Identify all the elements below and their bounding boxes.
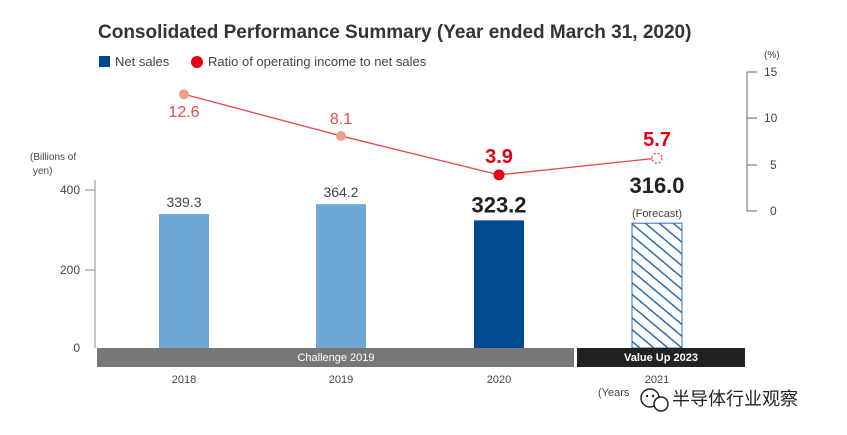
ratio-value-label-2020: 3.9	[485, 146, 513, 168]
legend-swatch-ratio	[191, 56, 203, 68]
x-label-2020: 2020	[487, 374, 511, 386]
ratio-point-2020	[493, 169, 505, 181]
x-label-2018: 2018	[172, 374, 196, 386]
bar-value-label-2020: 323.2	[471, 192, 526, 217]
left-axis-unit-line2: yen)	[33, 166, 52, 177]
legend-label-ratio: Ratio of operating income to net sales	[208, 54, 427, 69]
x-axis-note: (Years	[598, 387, 630, 399]
left-tick-400: 400	[60, 183, 80, 197]
bar-labels: 339.3 364.2 323.2 316.0	[166, 173, 684, 217]
x-label-2021: 2021	[645, 374, 669, 386]
ratio-point-2018	[179, 89, 189, 100]
left-tick-0: 0	[73, 341, 80, 355]
right-tick-5: 5	[770, 158, 777, 172]
ratio-labels: 12.6 8.1 3.9 5.7	[168, 104, 670, 168]
bar-value-label-2019: 364.2	[323, 184, 358, 200]
legend: Net sales Ratio of operating income to n…	[99, 54, 427, 69]
legend-label-net-sales: Net sales	[115, 54, 170, 69]
ratio-value-label-2021: 5.7	[643, 129, 671, 151]
period-bands: Challenge 2019 Value Up 2023	[97, 348, 745, 367]
ratio-value-label-2019: 8.1	[330, 111, 352, 128]
watermark: 半导体行业观察	[640, 388, 798, 412]
period-value-up-band	[577, 348, 745, 367]
ratio-series	[179, 89, 663, 181]
ratio-point-2021	[651, 152, 663, 164]
bar-2019	[316, 204, 366, 348]
legend-swatch-net-sales	[99, 56, 110, 67]
period-challenge-label: Challenge 2019	[297, 352, 374, 364]
bar-series	[159, 204, 683, 349]
right-axis: (%) 15 10 5 0	[746, 50, 780, 218]
right-tick-15: 15	[764, 65, 778, 79]
x-label-2019: 2019	[329, 374, 353, 386]
ratio-point-2019	[336, 130, 346, 141]
forecast-note: (Forecast)	[632, 208, 682, 220]
bar-2018	[159, 213, 209, 348]
right-tick-0: 0	[770, 204, 777, 218]
left-axis: (Billions of yen) 400 200 0	[30, 152, 96, 355]
right-tick-10: 10	[764, 111, 778, 125]
period-challenge-band	[97, 348, 574, 367]
ratio-segment-2018-2019	[183, 93, 342, 137]
watermark-text: 半导体行业观察	[672, 389, 798, 409]
chart-title: Consolidated Performance Summary (Year e…	[98, 22, 691, 43]
ratio-segment-2019-2020	[340, 135, 500, 176]
bar-2021	[631, 222, 683, 349]
wechat-icon	[640, 388, 669, 412]
right-axis-unit: (%)	[764, 50, 780, 61]
x-axis-labels: 2018 2019 2020 2021	[172, 374, 669, 386]
ratio-value-label-2018: 12.6	[168, 104, 199, 121]
bar-2020	[474, 220, 524, 348]
bar-value-label-2021: 316.0	[629, 173, 684, 198]
left-axis-unit-line1: (Billions of	[30, 152, 76, 163]
ratio-segment-2020-2021	[498, 157, 658, 176]
left-tick-200: 200	[60, 263, 80, 277]
bar-value-label-2018: 339.3	[166, 194, 201, 210]
period-value-up-label: Value Up 2023	[624, 352, 698, 364]
